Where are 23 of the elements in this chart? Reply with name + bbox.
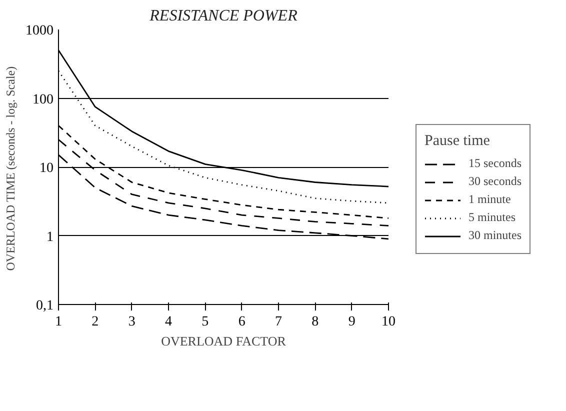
x-tick-label: 8 [312,314,319,330]
y-tick-label: 0,1 [36,298,54,314]
legend-title: Pause time [424,132,491,150]
x-tick-label: 4 [165,314,172,330]
y-tick-label: 1000 [26,24,54,38]
x-axis-title: OVERLOAD FACTOR [161,334,286,348]
x-tick-label: 2 [92,314,99,330]
x-tick-label: 6 [238,314,246,330]
x-tick-label: 3 [128,314,136,330]
y-tick-label: 10 [40,161,54,176]
chart-title: RESISTANCE POWER [148,8,298,24]
legend-label: 5 minutes [468,209,516,226]
y-axis-title: OVERLOAD TIME (seconds - log. Scale) [4,66,18,271]
x-tick-label: 7 [275,314,282,330]
x-tick-label: 10 [382,314,396,330]
x-tick-label: 5 [202,314,209,330]
x-tick-label: 9 [348,314,356,330]
legend-label: 1 minute [468,191,511,208]
legend-label: 30 seconds [468,173,522,190]
legend-label: 30 minutes [468,227,522,244]
y-tick-label: 1 [46,230,54,245]
y-tick-label: 100 [32,92,54,108]
legend-label: 15 seconds [468,155,522,172]
